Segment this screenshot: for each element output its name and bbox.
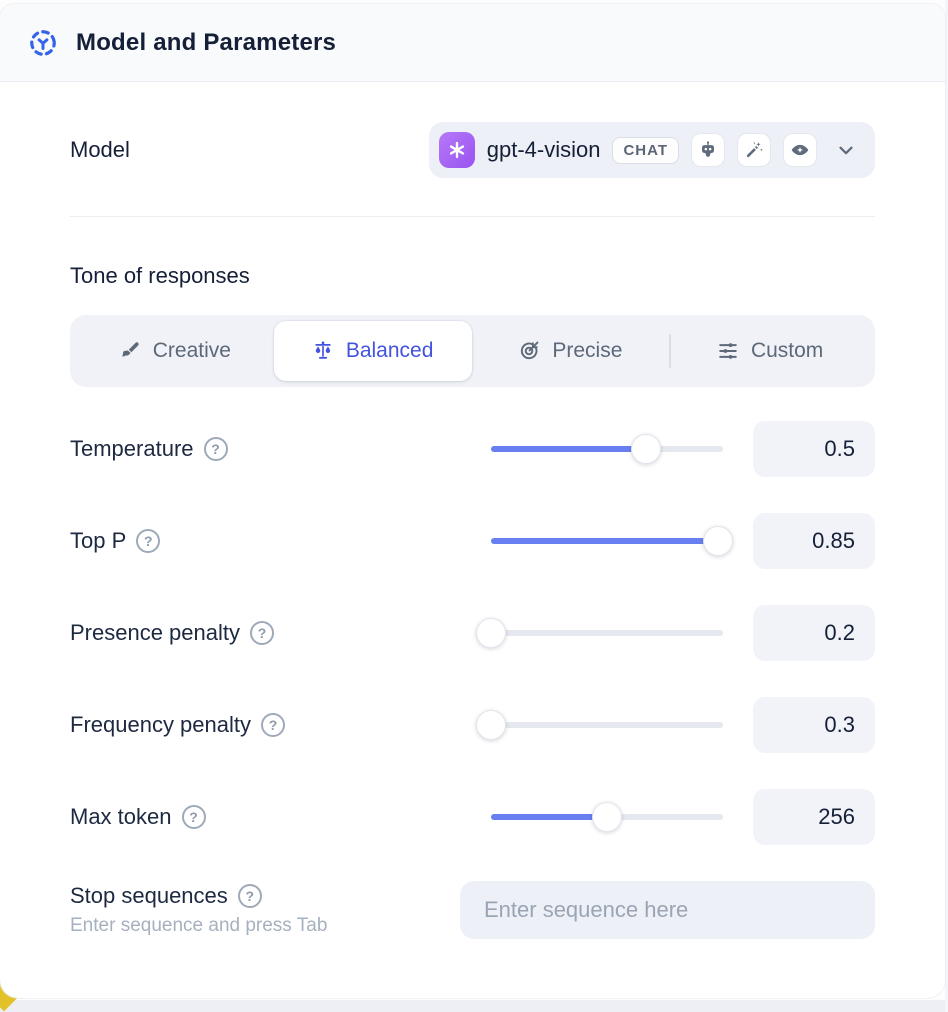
scales-icon bbox=[312, 340, 334, 362]
stop-sequences-row: Stop sequences ? Enter sequence and pres… bbox=[70, 881, 875, 939]
help-icon[interactable]: ? bbox=[203, 437, 228, 461]
frequency-penalty-label: Frequency penalty bbox=[70, 712, 251, 737]
page-background-strip bbox=[0, 1000, 948, 1012]
model-label: Model bbox=[70, 137, 130, 162]
model-parameters-panel: Model and Parameters Model gpt-4-vision … bbox=[0, 4, 945, 998]
frequency-penalty-slider[interactable] bbox=[476, 710, 723, 740]
model-row: Model gpt-4-vision CHAT bbox=[70, 122, 875, 178]
tone-option-custom[interactable]: Custom bbox=[671, 321, 869, 381]
parameter-list: Temperature ? 0.5 Top P ? bbox=[70, 421, 875, 939]
temperature-value[interactable]: 0.5 bbox=[753, 421, 875, 477]
stop-sequences-hint: Enter sequence and press Tab bbox=[70, 915, 328, 936]
tone-segmented-control: Creative Balanced bbox=[70, 315, 875, 387]
tone-option-creative[interactable]: Creative bbox=[76, 321, 274, 381]
slider-thumb[interactable] bbox=[631, 434, 662, 464]
slider-thumb[interactable] bbox=[592, 802, 622, 832]
vision-eye-icon bbox=[783, 133, 817, 167]
temperature-row: Temperature ? 0.5 bbox=[70, 421, 875, 477]
tone-heading: Tone of responses bbox=[70, 263, 250, 288]
max-token-value[interactable]: 256 bbox=[753, 789, 875, 845]
max-token-label: Max token bbox=[70, 804, 172, 829]
help-icon[interactable]: ? bbox=[250, 621, 274, 645]
stop-sequence-input[interactable] bbox=[460, 881, 875, 939]
sliders-icon bbox=[717, 340, 739, 362]
panel-header: Model and Parameters bbox=[0, 4, 945, 82]
chevron-down-icon bbox=[835, 139, 857, 161]
slider-thumb[interactable] bbox=[703, 526, 734, 556]
temperature-label: Temperature bbox=[70, 436, 194, 461]
tone-option-label: Balanced bbox=[345, 339, 434, 362]
presence-penalty-row: Presence penalty ? 0.2 bbox=[70, 605, 875, 661]
help-icon[interactable]: ? bbox=[181, 805, 206, 829]
selected-model-name: gpt-4-vision bbox=[486, 137, 601, 162]
help-icon[interactable]: ? bbox=[261, 713, 285, 737]
tone-option-label: Creative bbox=[152, 339, 231, 362]
tone-option-label: Precise bbox=[552, 339, 623, 362]
frequency-penalty-value[interactable]: 0.3 bbox=[753, 697, 875, 753]
model-type-badge: CHAT bbox=[612, 136, 679, 164]
frequency-penalty-row: Frequency penalty ? 0.3 bbox=[70, 697, 875, 753]
max-token-row: Max token ? 256 bbox=[70, 789, 875, 845]
presence-penalty-slider[interactable] bbox=[476, 618, 723, 648]
tone-option-label: Custom bbox=[750, 339, 824, 362]
robot-icon bbox=[691, 133, 725, 167]
model-hub-icon bbox=[28, 28, 58, 58]
presence-penalty-value[interactable]: 0.2 bbox=[753, 605, 875, 661]
help-icon[interactable]: ? bbox=[136, 529, 161, 553]
temperature-slider[interactable] bbox=[491, 434, 723, 464]
paintbrush-icon bbox=[119, 340, 141, 362]
openai-logo-icon bbox=[438, 132, 475, 168]
top-p-slider[interactable] bbox=[491, 526, 734, 556]
segment-divider bbox=[669, 334, 672, 368]
top-p-label: Top P bbox=[70, 528, 127, 553]
help-icon[interactable]: ? bbox=[237, 884, 262, 908]
tone-option-precise[interactable]: Precise bbox=[472, 321, 670, 381]
panel-title: Model and Parameters bbox=[76, 28, 337, 56]
max-token-slider[interactable] bbox=[491, 802, 723, 832]
magic-wand-icon bbox=[737, 133, 771, 167]
section-divider bbox=[70, 216, 875, 217]
top-p-row: Top P ? 0.85 bbox=[70, 513, 875, 569]
target-icon bbox=[518, 340, 540, 362]
model-select-dropdown[interactable]: gpt-4-vision CHAT bbox=[428, 122, 875, 178]
presence-penalty-label: Presence penalty bbox=[70, 620, 240, 645]
slider-thumb[interactable] bbox=[476, 618, 506, 648]
stop-sequences-label: Stop sequences bbox=[70, 883, 228, 908]
top-p-value[interactable]: 0.85 bbox=[753, 513, 875, 569]
slider-thumb[interactable] bbox=[476, 710, 506, 740]
page-background-edge bbox=[945, 0, 948, 1012]
tone-option-balanced[interactable]: Balanced bbox=[273, 321, 472, 381]
